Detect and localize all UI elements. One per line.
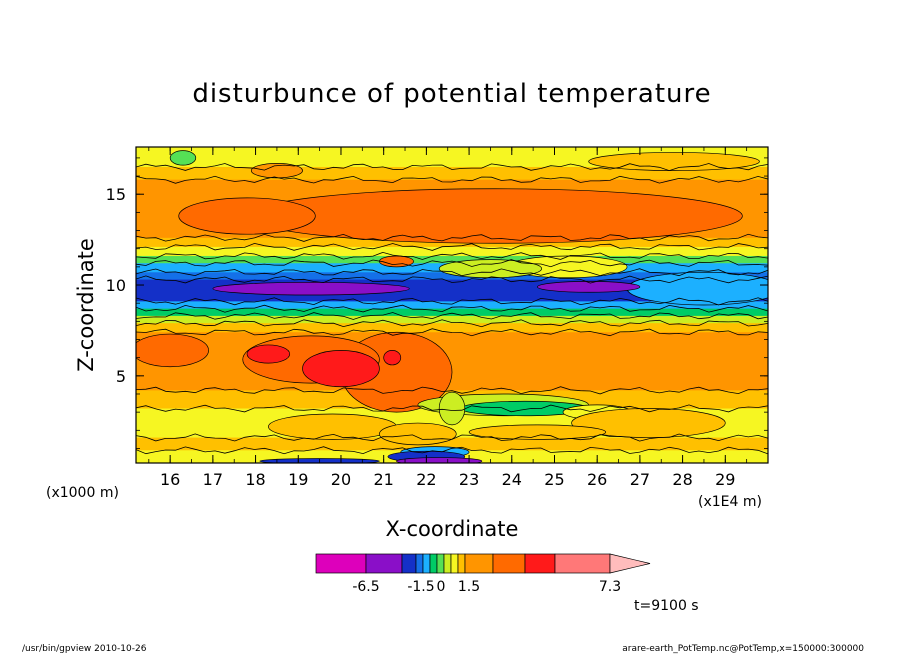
contour-line-12 bbox=[136, 328, 768, 337]
colorbar-swatch-5 bbox=[429, 553, 438, 574]
colorbar bbox=[315, 553, 651, 574]
xtick-label-23: 23 bbox=[459, 470, 479, 489]
footer-right: arare-earth_PotTemp.nc@PotTemp,x=150000:… bbox=[622, 644, 864, 654]
xtick-label-24: 24 bbox=[502, 470, 522, 489]
xtick-label-17: 17 bbox=[203, 470, 223, 489]
x-unit-right: (x1E4 m) bbox=[698, 494, 762, 510]
contour-line-9 bbox=[136, 304, 768, 313]
xtick-label-18: 18 bbox=[245, 470, 265, 489]
band-10 bbox=[136, 308, 768, 317]
blob-14 bbox=[302, 350, 380, 388]
xtick-label-29: 29 bbox=[715, 470, 735, 489]
blob-20 bbox=[438, 391, 466, 426]
blob-3 bbox=[169, 150, 197, 166]
band-13 bbox=[136, 332, 768, 391]
xtick-label-26: 26 bbox=[587, 470, 607, 489]
y-axis-label: Z-coordinate bbox=[74, 238, 98, 372]
blob-24 bbox=[468, 424, 607, 440]
contour-line-4 bbox=[136, 251, 768, 260]
contour-line-14 bbox=[136, 404, 768, 413]
x-unit-left: (x1000 m) bbox=[46, 485, 119, 501]
footer-left: /usr/bin/gpview 2010-10-26 bbox=[22, 644, 147, 654]
contour-line-11 bbox=[136, 319, 768, 328]
colorbar-swatch-9 bbox=[457, 553, 466, 574]
contour-line-13 bbox=[136, 386, 768, 395]
xtick-label-22: 22 bbox=[416, 470, 436, 489]
xtick-label-20: 20 bbox=[331, 470, 351, 489]
colorbar-label-2: 0 bbox=[437, 579, 446, 595]
contour-line-0 bbox=[136, 163, 768, 172]
colorbar-swatch-1 bbox=[365, 553, 403, 574]
colorbar-swatch-6 bbox=[436, 553, 445, 574]
colorbar-swatch-0 bbox=[315, 553, 367, 574]
colorbar-label-1: -1.5 bbox=[407, 579, 434, 595]
colorbar-label-3: 1.5 bbox=[458, 579, 480, 595]
colorbar-swatch-4 bbox=[422, 553, 431, 574]
colorbar-swatch-12 bbox=[524, 553, 556, 574]
contour-line-3 bbox=[136, 242, 768, 251]
xtick-label-28: 28 bbox=[672, 470, 692, 489]
blob-21 bbox=[268, 413, 397, 440]
contour-line-10 bbox=[136, 312, 768, 320]
ytick-label-10: 10 bbox=[106, 276, 126, 295]
blob-6 bbox=[438, 259, 543, 279]
ytick-label-5: 5 bbox=[116, 367, 126, 386]
blob-27 bbox=[396, 457, 483, 463]
band-11 bbox=[136, 315, 768, 324]
blob-9 bbox=[537, 281, 641, 293]
colorbar-label-0: -6.5 bbox=[352, 579, 379, 595]
colorbar-extend-arrow bbox=[609, 553, 651, 574]
contour-line-7 bbox=[136, 275, 768, 284]
contour-line-6 bbox=[136, 268, 768, 277]
xtick-label-27: 27 bbox=[630, 470, 650, 489]
band-9 bbox=[136, 301, 768, 310]
band-7 bbox=[136, 272, 768, 281]
band-16 bbox=[136, 437, 768, 451]
blob-15 bbox=[246, 344, 291, 364]
blob-4 bbox=[588, 152, 760, 171]
contour-line-8 bbox=[136, 297, 768, 306]
xtick-label-25: 25 bbox=[544, 470, 564, 489]
blob-11 bbox=[136, 333, 209, 368]
contour-line-5 bbox=[136, 259, 768, 268]
colorbar-swatch-11 bbox=[492, 553, 526, 574]
colorbar-swatch-8 bbox=[450, 553, 459, 574]
colorbar-swatch-3 bbox=[415, 553, 424, 574]
ytick-label-15: 15 bbox=[106, 185, 126, 204]
blob-10 bbox=[212, 281, 410, 296]
x-axis-label: X-coordinate bbox=[386, 517, 519, 541]
colorbar-swatch-13 bbox=[554, 553, 611, 574]
colorbar-swatch-2 bbox=[401, 553, 417, 574]
band-12 bbox=[136, 323, 768, 333]
band-4 bbox=[136, 246, 768, 257]
xtick-label-16: 16 bbox=[160, 470, 180, 489]
blob-23 bbox=[571, 408, 726, 438]
blob-1 bbox=[178, 197, 316, 235]
time-label: t=9100 s bbox=[634, 598, 699, 614]
blob-0 bbox=[246, 188, 743, 244]
colorbar-swatch-7 bbox=[443, 553, 452, 574]
xtick-label-21: 21 bbox=[373, 470, 393, 489]
contour-line-15 bbox=[136, 433, 768, 442]
colorbar-swatch-10 bbox=[464, 553, 494, 574]
colorbar-label-4: 7.3 bbox=[599, 579, 621, 595]
contour-line-2 bbox=[136, 233, 768, 242]
contour-line-1 bbox=[136, 175, 768, 184]
blob-8 bbox=[626, 271, 768, 306]
xtick-label-19: 19 bbox=[288, 470, 308, 489]
chart-title: disturbunce of potential temperature bbox=[192, 79, 711, 109]
blob-16 bbox=[383, 350, 402, 366]
plot-frame bbox=[135, 146, 769, 464]
contour-line-16 bbox=[136, 446, 768, 455]
blob-22 bbox=[379, 422, 457, 446]
band-5 bbox=[136, 255, 768, 264]
